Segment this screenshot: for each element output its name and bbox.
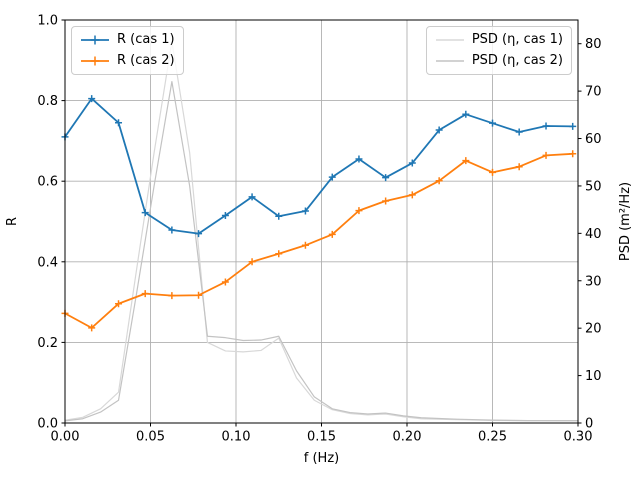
legend-psd: PSD (η, cas 1) PSD (η, cas 2) xyxy=(425,26,572,75)
y-tick-label-right: 60 xyxy=(585,132,602,147)
legend-label-r-cas2: R (cas 2) xyxy=(117,53,175,68)
y-tick-label-right: 50 xyxy=(585,179,602,194)
y-tick-label-left: 1.0 xyxy=(37,14,58,29)
y-tick-label-right: 10 xyxy=(585,369,602,384)
x-tick-label: 0.15 xyxy=(307,430,336,445)
y-tick-label-right: 30 xyxy=(585,274,602,289)
y-axis-label-right: PSD (m²/Hz) xyxy=(618,182,633,261)
legend-line-sample-r-cas2 xyxy=(81,56,109,66)
x-axis-label: f (Hz) xyxy=(304,451,339,466)
y-tick-label-left: 0.6 xyxy=(37,175,58,190)
legend-label-psd-cas1: PSD (η, cas 1) xyxy=(471,32,563,47)
legend-label-r-cas1: R (cas 1) xyxy=(117,32,175,47)
y-tick-label-right: 70 xyxy=(585,85,602,100)
y-tick-label-left: 0.4 xyxy=(37,255,58,270)
legend-item-r-cas2: R (cas 2) xyxy=(80,53,175,69)
x-tick-label: 0.00 xyxy=(51,430,80,445)
series-line-r-cas-2 xyxy=(64,152,573,329)
legend-item-psd-cas2: PSD (η, cas 2) xyxy=(435,53,563,69)
y-tick-label-left: 0.2 xyxy=(37,336,58,351)
x-tick-label: 0.20 xyxy=(393,430,422,445)
x-tick-label: 0.25 xyxy=(478,430,507,445)
x-tick-label: 0.30 xyxy=(564,430,593,445)
legend-r: R (cas 1) R (cas 2) xyxy=(71,26,184,75)
y-tick-label-left: 0.8 xyxy=(37,94,58,109)
y-tick-label-right: 0 xyxy=(585,417,593,432)
series-line-psd-cas-2 xyxy=(64,81,578,422)
legend-line-sample-psd-cas1 xyxy=(435,39,464,41)
legend-item-psd-cas1: PSD (η, cas 1) xyxy=(435,32,563,48)
y-axis-label-left: R xyxy=(5,217,20,226)
legend-label-psd-cas2: PSD (η, cas 2) xyxy=(471,53,563,68)
y-tick-label-right: 80 xyxy=(585,37,602,52)
y-tick-label-left: 0.0 xyxy=(37,417,58,432)
legend-line-sample-psd-cas2 xyxy=(435,60,464,62)
legend-line-sample-r-cas1 xyxy=(81,35,109,45)
x-tick-label: 0.10 xyxy=(222,430,251,445)
y-tick-label-right: 20 xyxy=(585,322,602,337)
legend-item-r-cas1: R (cas 1) xyxy=(80,32,175,48)
series-line-r-cas-1 xyxy=(64,97,573,235)
x-tick-label: 0.05 xyxy=(136,430,165,445)
y-tick-label-right: 40 xyxy=(585,227,602,242)
